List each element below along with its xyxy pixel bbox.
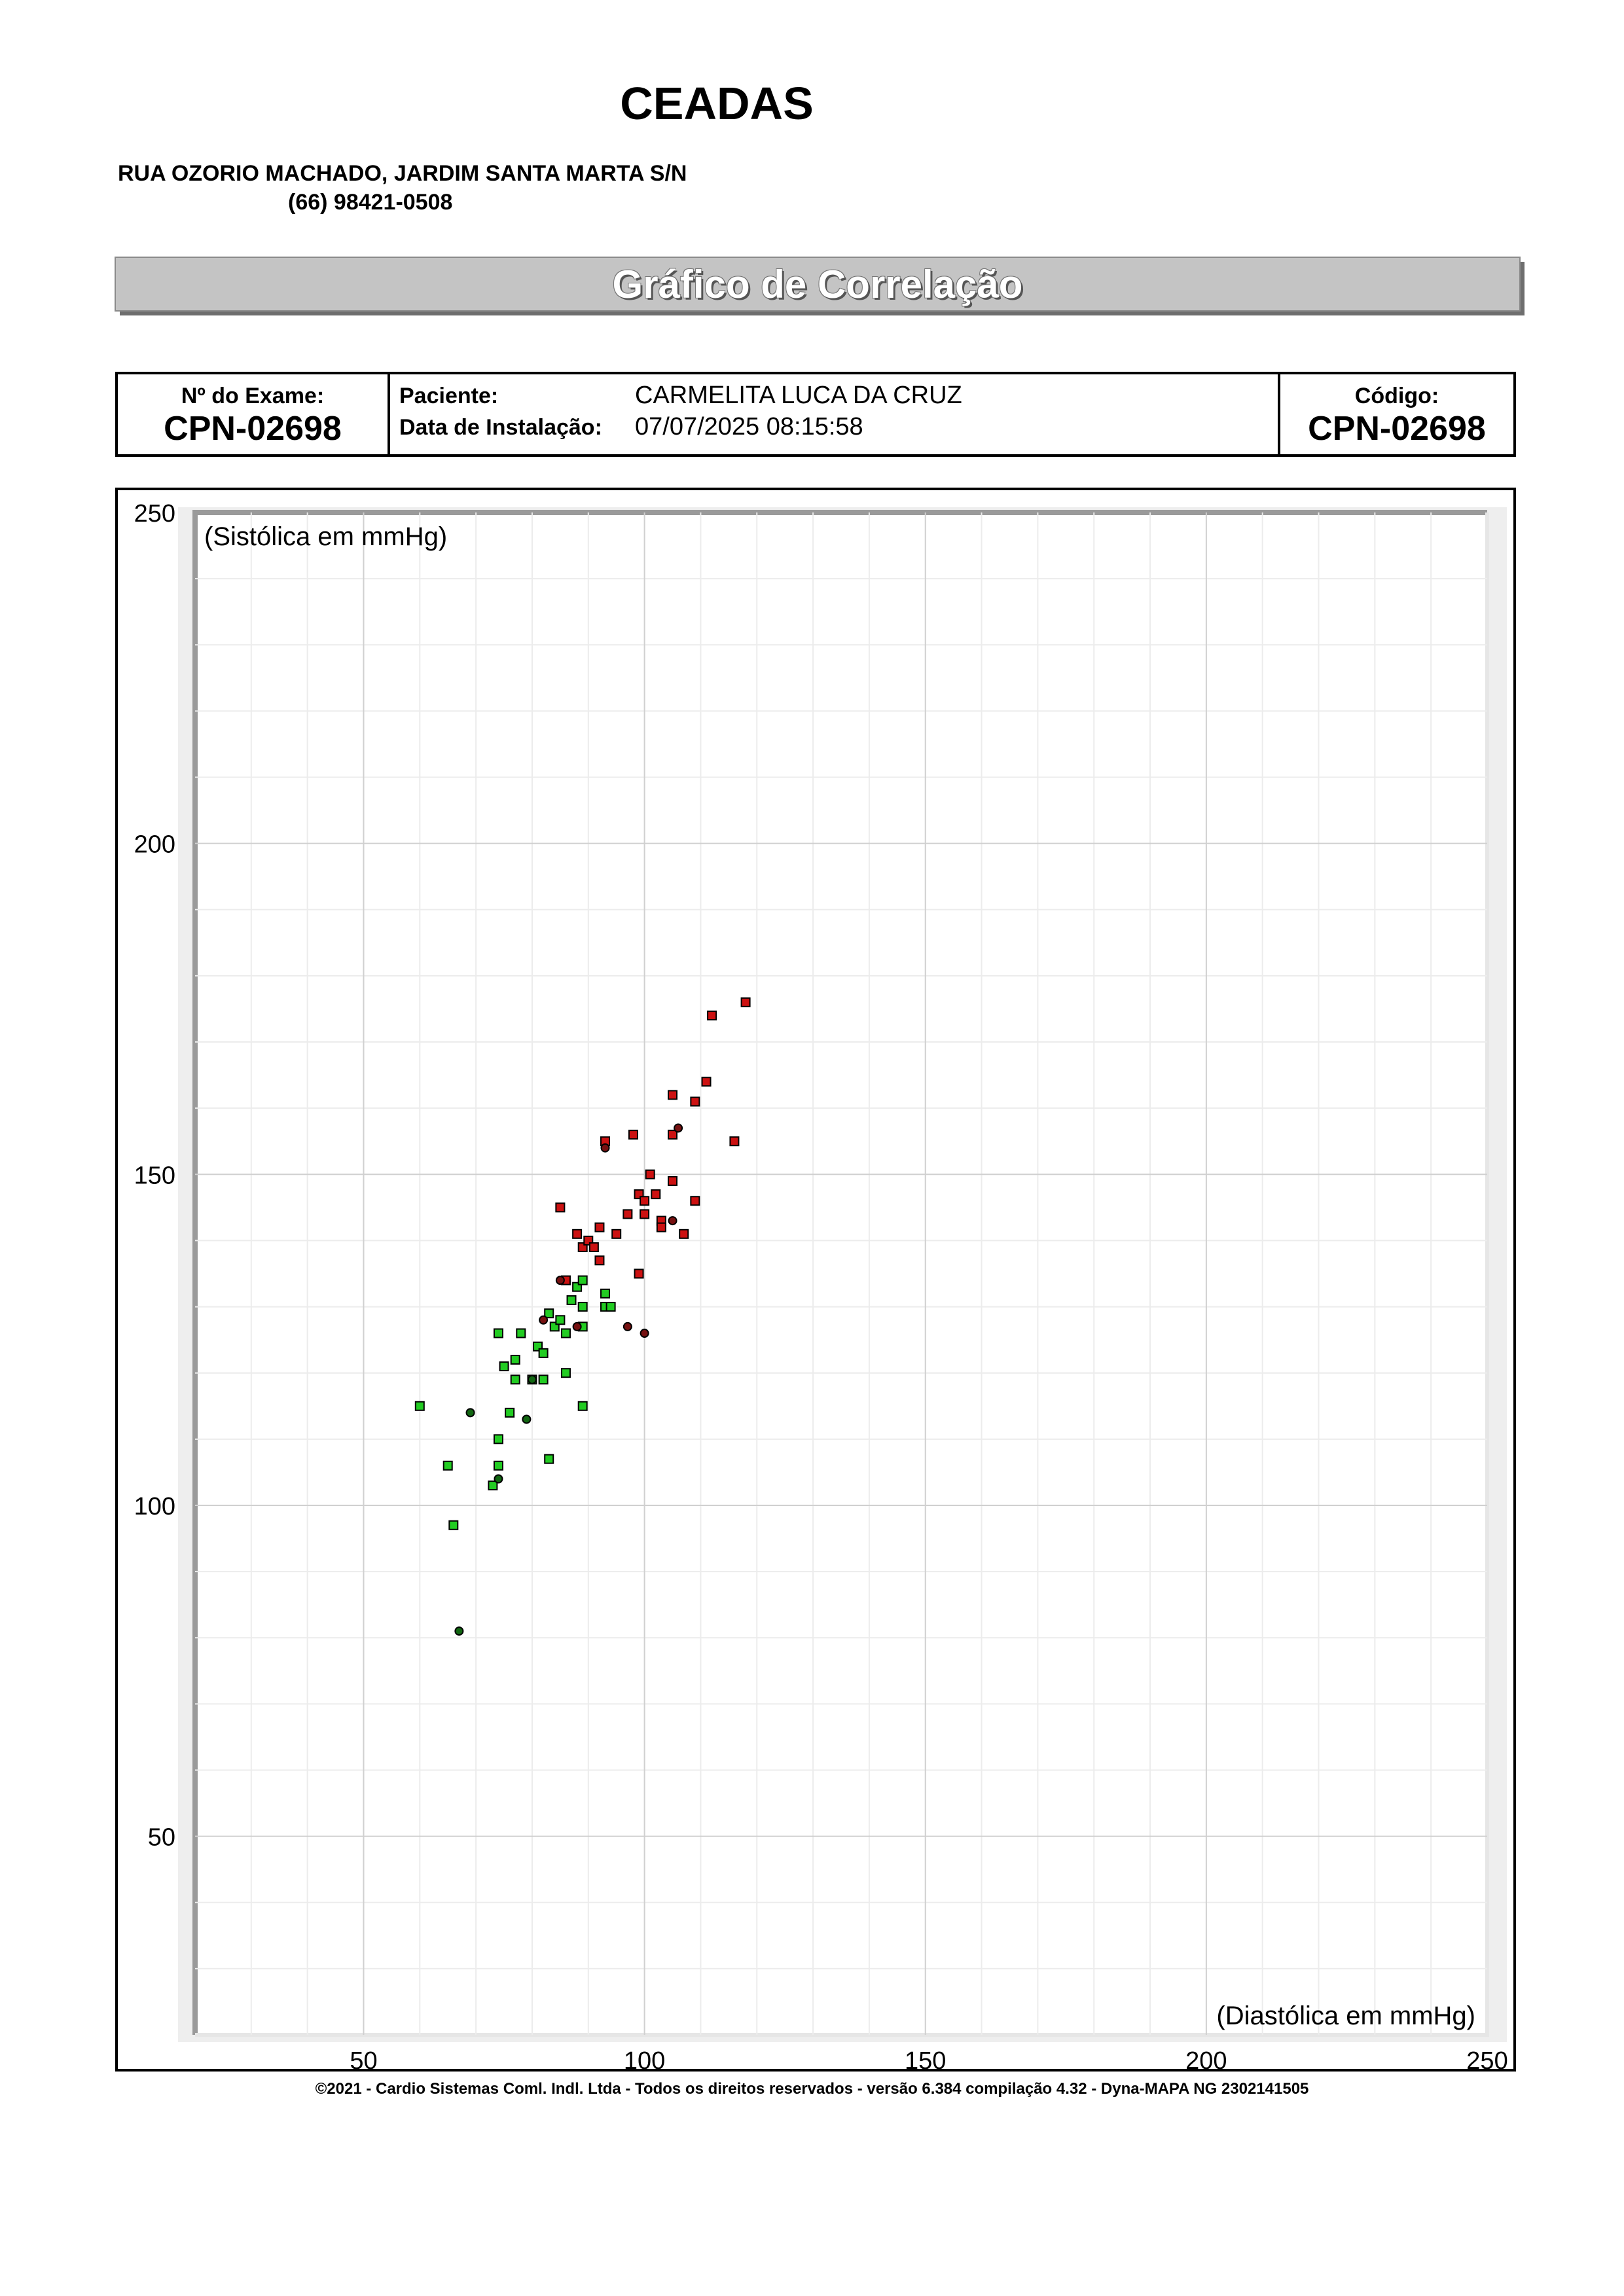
patient-name: CARMELITA LUCA DA CRUZ (635, 382, 962, 409)
data-point-green (566, 1295, 577, 1305)
data-point-green (538, 1374, 549, 1385)
plot-area (195, 512, 1487, 2035)
data-point-red (729, 1136, 740, 1147)
clinic-phone: (66) 98421-0508 (288, 190, 453, 215)
data-point-red (668, 1090, 678, 1100)
data-point-red (651, 1189, 661, 1200)
code-cell: Código: CPN-02698 (1280, 374, 1513, 454)
y-tick-label: 100 (134, 1493, 175, 1520)
data-point-green (544, 1308, 554, 1319)
data-point-red (668, 1130, 678, 1140)
data-point-dark_green (527, 1374, 537, 1384)
title-banner: Gráfico de Correlação (115, 257, 1521, 312)
plot-bevel-bottom-right (195, 512, 1489, 2037)
data-point-green (605, 1302, 616, 1312)
y-tick-label: 150 (134, 1162, 175, 1189)
code-value: CPN-02698 (1308, 410, 1486, 448)
data-point-red (656, 1222, 666, 1232)
data-point-green (493, 1460, 503, 1471)
data-point-red (634, 1268, 644, 1279)
data-point-green (600, 1288, 611, 1299)
data-point-green (510, 1354, 520, 1365)
data-point-red (572, 1229, 583, 1239)
data-point-dark_red (623, 1321, 632, 1331)
data-point-red (645, 1169, 655, 1179)
patient-cell: Paciente: CARMELITA LUCA DA CRUZ Data de… (390, 374, 1280, 454)
exam-number-cell: Nº do Exame: CPN-02698 (118, 374, 390, 454)
y-tick-label: 250 (134, 500, 175, 528)
data-point-green (538, 1348, 549, 1358)
data-point-red (690, 1196, 700, 1206)
patient-label: Paciente: (399, 384, 499, 408)
data-point-dark_red (555, 1276, 565, 1285)
code-label: Código: (1354, 384, 1439, 408)
data-point-dark_green (522, 1414, 532, 1424)
data-point-dark_red (572, 1321, 582, 1331)
data-point-green (577, 1401, 588, 1411)
y-tick-label: 50 (148, 1824, 175, 1852)
x-tick-label: 250 (1466, 2047, 1507, 2069)
data-point-red (690, 1096, 700, 1107)
data-point-green (560, 1368, 571, 1378)
clinic-address: RUA OZORIO MACHADO, JARDIM SANTA MARTA S… (118, 161, 687, 186)
data-point-red (555, 1202, 566, 1213)
data-point-green (544, 1454, 554, 1464)
data-point-red (594, 1222, 605, 1232)
data-point-green (414, 1401, 425, 1411)
x-axis-label: (Diastólica em mmHg) (1216, 2001, 1475, 2030)
y-tick-label: 200 (134, 831, 175, 859)
install-date-label: Data de Instalação: (399, 415, 602, 440)
data-point-red (640, 1209, 650, 1219)
banner-title: Gráfico de Correlação (612, 262, 1023, 306)
data-point-green (488, 1480, 498, 1491)
data-point-red (623, 1209, 633, 1219)
data-point-dark_red (640, 1329, 649, 1338)
data-point-green (493, 1328, 503, 1338)
data-point-dark_red (668, 1216, 677, 1226)
data-point-green (577, 1302, 588, 1312)
data-point-dark_red (600, 1143, 610, 1153)
x-tick-label: 150 (905, 2047, 946, 2069)
exam-number-label: Nº do Exame: (181, 384, 325, 408)
data-point-green (560, 1328, 571, 1338)
plot-bevel-top-left (192, 510, 1487, 2035)
data-point-dark_green (465, 1408, 475, 1418)
x-tick-label: 100 (624, 2047, 665, 2069)
data-point-red (668, 1175, 678, 1186)
data-point-red (588, 1242, 599, 1253)
exam-number-value: CPN-02698 (164, 410, 342, 448)
data-point-green (448, 1520, 459, 1530)
data-point-red (640, 1196, 650, 1206)
correlation-chart: 50 100 150 200 250 50 100 150 200 250 (Sistólica e… (115, 488, 1516, 2072)
x-tick-label: 50 (350, 2047, 377, 2069)
data-point-red (679, 1229, 689, 1239)
data-point-green (505, 1407, 515, 1418)
y-axis-label: (Sistólica em mmHg) (204, 522, 447, 551)
data-point-dark_red (674, 1123, 683, 1133)
data-point-green (442, 1460, 453, 1471)
data-point-dark_green (454, 1626, 464, 1636)
data-point-red (707, 1011, 717, 1021)
data-point-green (499, 1361, 509, 1372)
data-point-dark_red (539, 1315, 549, 1325)
data-point-green (577, 1275, 588, 1285)
data-point-red (628, 1130, 638, 1140)
data-point-green (555, 1315, 566, 1325)
data-point-red (594, 1255, 605, 1266)
exam-info-table: Nº do Exame: CPN-02698 Paciente: CARMELI… (115, 372, 1516, 457)
scatter-plot: 50 100 150 200 250 50 100 150 200 250 (Sistólica e… (134, 500, 1508, 2069)
x-tick-label: 200 (1185, 2047, 1227, 2069)
clinic-name: CEADAS (620, 78, 814, 129)
data-point-green (493, 1434, 503, 1444)
data-point-green (510, 1374, 520, 1385)
data-point-dark_green (494, 1474, 503, 1484)
data-point-red (701, 1077, 712, 1087)
footer-copyright: ©2021 - Cardio Sistemas Coml. Indl. Ltda… (315, 2080, 1309, 2098)
data-point-red (611, 1229, 622, 1239)
install-date-value: 07/07/2025 08:15:58 (635, 413, 863, 440)
data-point-red (740, 997, 751, 1007)
data-point-green (516, 1328, 526, 1338)
